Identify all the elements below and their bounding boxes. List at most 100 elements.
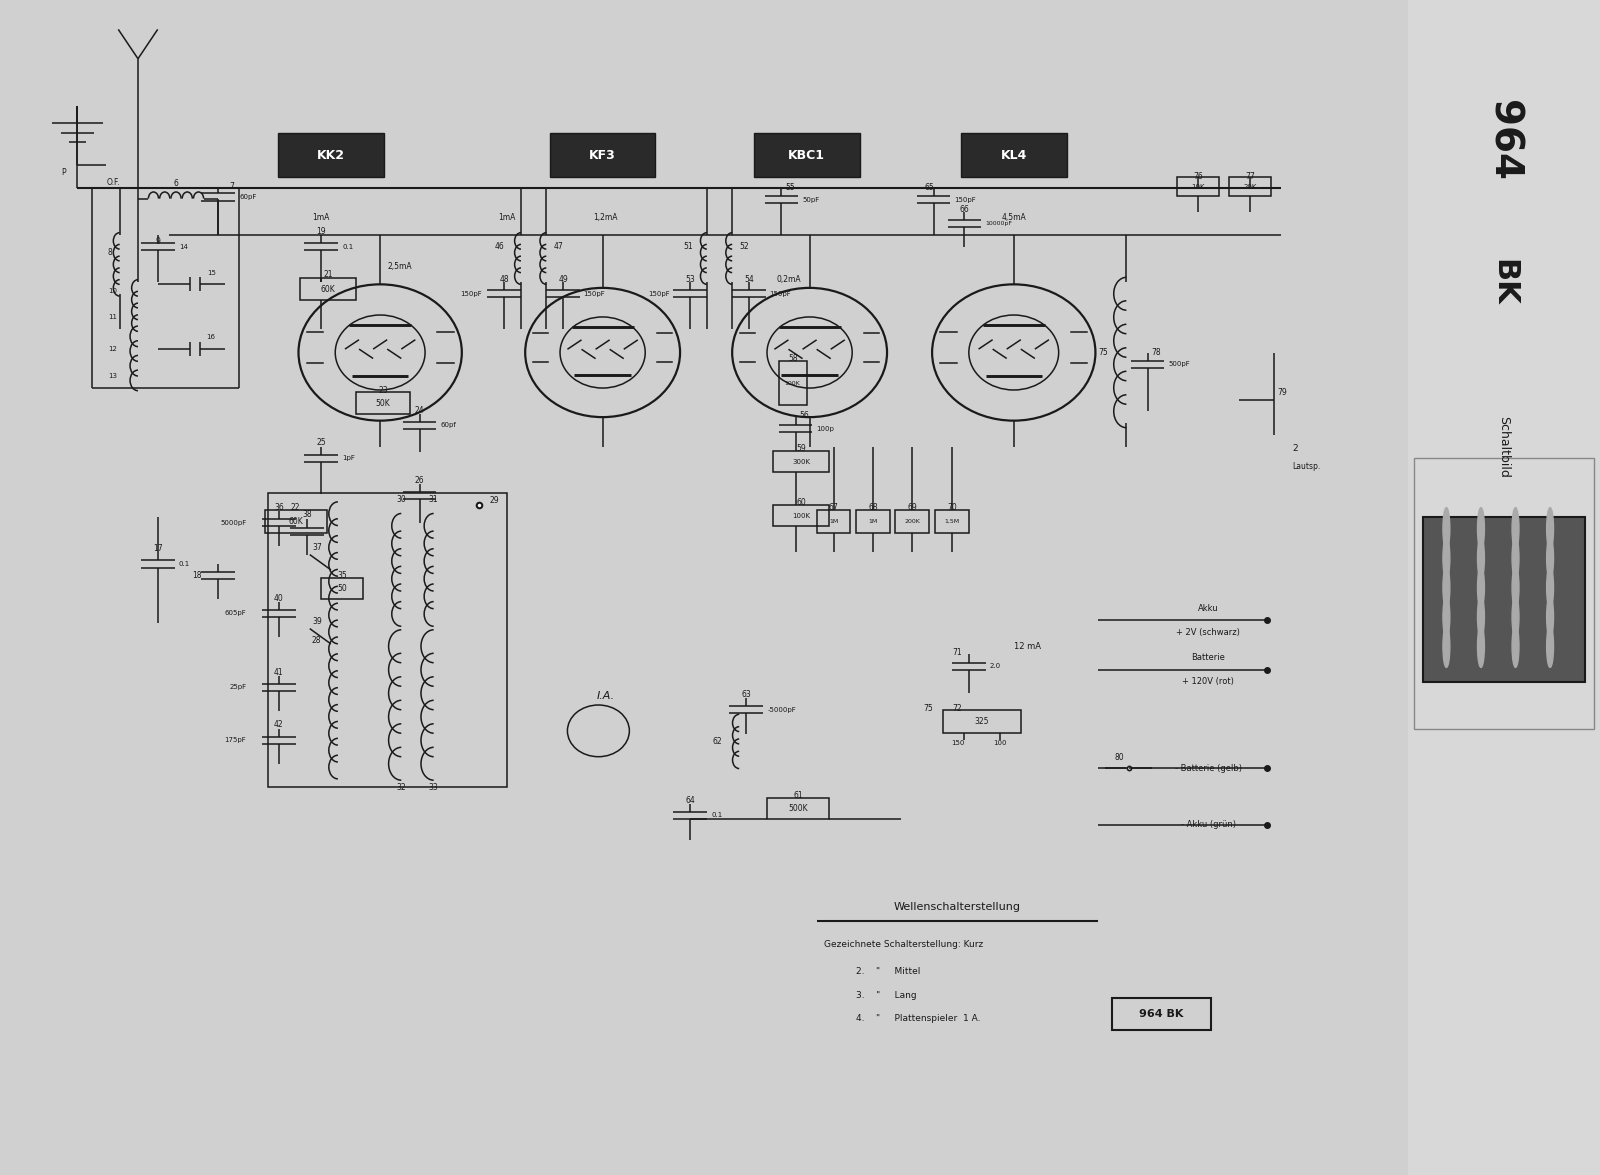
Bar <box>779 361 806 405</box>
Text: 51: 51 <box>683 242 693 251</box>
Bar <box>1178 177 1219 196</box>
Text: 14: 14 <box>179 243 187 250</box>
Text: 69: 69 <box>907 503 917 512</box>
Text: Gezeichnete Schalterstellung: Kurz: Gezeichnete Schalterstellung: Kurz <box>824 940 982 949</box>
Text: 24: 24 <box>414 405 424 415</box>
Text: 100p: 100p <box>816 425 835 432</box>
Bar <box>1414 458 1594 728</box>
Text: 60pf: 60pf <box>440 422 456 429</box>
Text: 66: 66 <box>960 204 970 214</box>
Text: 37: 37 <box>312 543 322 552</box>
Text: O.F.: O.F. <box>107 177 120 187</box>
Circle shape <box>1443 508 1450 550</box>
Text: 15: 15 <box>206 269 216 276</box>
Text: 1,2mA: 1,2mA <box>594 213 618 222</box>
Text: 67: 67 <box>829 503 838 512</box>
Text: 300K: 300K <box>792 458 810 465</box>
Text: - Akku (grün): - Akku (grün) <box>1181 820 1235 830</box>
Text: 28: 28 <box>312 636 322 645</box>
Text: 0.1: 0.1 <box>179 560 190 568</box>
Text: 2.0: 2.0 <box>990 663 1002 670</box>
Bar <box>1424 517 1584 682</box>
Text: 31: 31 <box>429 495 438 504</box>
Circle shape <box>1443 625 1450 667</box>
Text: 60K: 60K <box>320 284 336 294</box>
Text: 21: 21 <box>323 270 333 280</box>
Text: 78: 78 <box>1152 348 1162 357</box>
Bar <box>278 133 384 177</box>
Circle shape <box>1443 566 1450 609</box>
Circle shape <box>1547 625 1554 667</box>
Text: 63: 63 <box>741 690 750 699</box>
Text: 325: 325 <box>974 717 989 726</box>
Text: 56: 56 <box>800 411 810 421</box>
Text: 1pF: 1pF <box>342 455 355 462</box>
Text: 5000pF: 5000pF <box>221 519 246 526</box>
Text: 62: 62 <box>712 737 722 746</box>
Bar <box>1229 177 1272 196</box>
Text: 8: 8 <box>107 248 112 257</box>
Text: 1,5M: 1,5M <box>944 519 960 524</box>
Text: 0.1: 0.1 <box>342 243 354 250</box>
Text: 175pF: 175pF <box>224 737 246 744</box>
Text: 50K: 50K <box>376 398 390 408</box>
Text: 100: 100 <box>994 739 1006 746</box>
Bar <box>322 578 363 599</box>
Text: 71: 71 <box>952 647 962 657</box>
Text: 2: 2 <box>1293 444 1298 454</box>
Circle shape <box>1512 508 1518 550</box>
Text: 4.    "     Plattenspieler  1 A.: 4. " Plattenspieler 1 A. <box>856 1014 981 1023</box>
Text: 52: 52 <box>739 242 749 251</box>
Text: 605pF: 605pF <box>224 610 246 617</box>
Text: 29: 29 <box>490 496 499 505</box>
Bar <box>768 798 829 819</box>
Text: Schaltbild: Schaltbild <box>1498 416 1510 477</box>
Text: 150pF: 150pF <box>459 290 482 297</box>
Text: 17: 17 <box>154 544 163 553</box>
Text: 59: 59 <box>797 444 806 454</box>
Text: 964 BK: 964 BK <box>1139 1009 1184 1019</box>
Text: 964: 964 <box>1485 101 1523 181</box>
Bar <box>1112 998 1211 1030</box>
Text: BK: BK <box>1490 258 1518 306</box>
Text: 11: 11 <box>107 314 117 321</box>
Text: 1mA: 1mA <box>498 213 515 222</box>
Bar <box>299 278 357 300</box>
Circle shape <box>1477 537 1485 579</box>
Text: 75: 75 <box>1098 348 1109 357</box>
Text: 150: 150 <box>950 739 965 746</box>
Text: 16: 16 <box>206 334 216 341</box>
Text: 0.1: 0.1 <box>710 812 722 819</box>
Text: 58: 58 <box>787 354 797 363</box>
Text: 50pF: 50pF <box>803 196 819 203</box>
Text: 6: 6 <box>173 179 179 188</box>
Text: + 2V (schwarz): + 2V (schwarz) <box>1176 627 1240 637</box>
Text: 40: 40 <box>274 593 283 603</box>
Bar <box>856 510 890 533</box>
Bar <box>944 710 1021 733</box>
Text: 100K: 100K <box>792 512 810 519</box>
Text: 50: 50 <box>338 584 347 593</box>
Text: 10000pF: 10000pF <box>986 221 1013 226</box>
Circle shape <box>1547 566 1554 609</box>
Text: 10: 10 <box>107 288 117 295</box>
Text: 200K: 200K <box>904 519 920 524</box>
Text: 60pF: 60pF <box>240 194 256 201</box>
Bar <box>267 494 507 787</box>
Text: P: P <box>61 168 66 177</box>
Text: 54: 54 <box>744 275 754 284</box>
Text: 41: 41 <box>274 667 283 677</box>
Text: 30: 30 <box>397 495 406 504</box>
Text: + 120V (rot): + 120V (rot) <box>1182 677 1234 686</box>
Text: Akku: Akku <box>1198 604 1218 613</box>
Circle shape <box>1512 566 1518 609</box>
Text: 2,5mA: 2,5mA <box>387 262 411 271</box>
Text: 76: 76 <box>1194 172 1203 181</box>
Circle shape <box>1547 596 1554 638</box>
Text: 18: 18 <box>192 571 202 580</box>
Bar <box>773 451 829 472</box>
Bar <box>754 133 859 177</box>
Text: 1M: 1M <box>869 519 877 524</box>
Text: 64: 64 <box>685 795 694 805</box>
Text: 49: 49 <box>558 275 568 284</box>
